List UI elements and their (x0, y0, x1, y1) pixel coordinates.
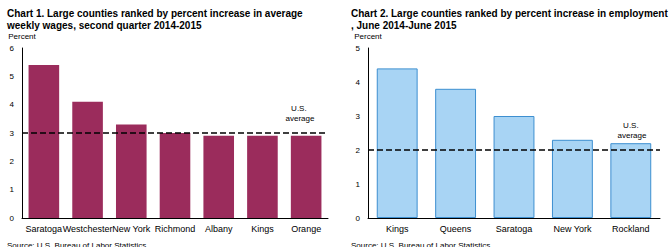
svg-text:, June 2014-June 2015: , June 2014-June 2015 (351, 20, 457, 31)
svg-text:Chart 1. Large counties ranked: Chart 1. Large counties ranked by percen… (7, 8, 305, 19)
svg-text:weekly wages, second quarter 2: weekly wages, second quarter 2014-2015 (6, 20, 202, 31)
svg-text:Kings: Kings (251, 224, 274, 234)
svg-text:0: 0 (10, 214, 15, 223)
svg-text:3: 3 (10, 129, 15, 138)
svg-text:U.S.: U.S. (291, 104, 309, 113)
svg-text:Source: U.S. Bureau of Labor S: Source: U.S. Bureau of Labor Statistics. (351, 241, 492, 247)
svg-text:New York: New York (112, 224, 151, 234)
svg-text:2: 2 (10, 157, 15, 166)
svg-text:Saratoga: Saratoga (26, 224, 63, 234)
svg-text:3: 3 (356, 112, 361, 121)
svg-text:Percent: Percent (8, 32, 36, 41)
svg-text:Albany: Albany (205, 224, 233, 234)
svg-text:Rockland: Rockland (612, 224, 650, 234)
svg-text:Westchester: Westchester (63, 224, 113, 234)
svg-text:average: average (286, 114, 315, 123)
svg-text:2: 2 (356, 146, 361, 155)
svg-text:5: 5 (356, 44, 361, 53)
svg-text:Orange: Orange (291, 224, 321, 234)
svg-text:Percent: Percent (354, 32, 382, 41)
svg-text:6: 6 (10, 44, 15, 53)
svg-text:U.S.: U.S. (623, 121, 641, 130)
svg-text:1: 1 (10, 185, 15, 194)
svg-text:0: 0 (356, 214, 361, 223)
svg-text:average: average (618, 131, 647, 140)
svg-text:4: 4 (10, 100, 15, 109)
svg-text:Saratoga: Saratoga (496, 224, 533, 234)
svg-text:Richmond: Richmond (155, 224, 196, 234)
svg-text:5: 5 (10, 72, 15, 81)
svg-text:Kings: Kings (386, 224, 409, 234)
svg-text:Chart 2. Large counties ranked: Chart 2. Large counties ranked by percen… (351, 8, 668, 19)
svg-text:4: 4 (356, 78, 361, 87)
svg-text:Source: U.S. Bureau of Labor S: Source: U.S. Bureau of Labor Statistics. (7, 241, 148, 247)
svg-text:Queens: Queens (440, 224, 472, 234)
svg-text:New York: New York (553, 224, 592, 234)
svg-text:1: 1 (356, 180, 361, 189)
